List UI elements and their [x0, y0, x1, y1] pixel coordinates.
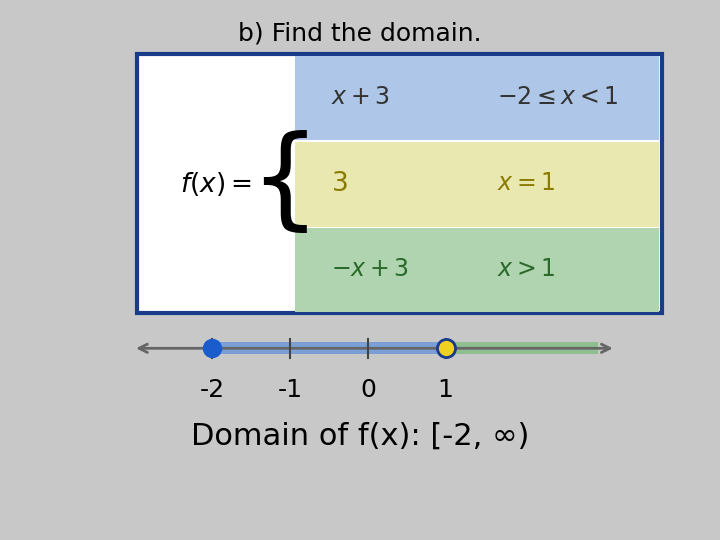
Bar — [212, 342, 446, 354]
Text: $-x + 3$: $-x + 3$ — [331, 259, 409, 281]
Text: -2: -2 — [200, 378, 225, 402]
Text: $-2 \leq x < 1$: $-2 \leq x < 1$ — [497, 86, 618, 109]
Text: b) Find the domain.: b) Find the domain. — [238, 22, 482, 45]
Bar — [446, 342, 598, 354]
Text: -1: -1 — [278, 378, 302, 402]
FancyBboxPatch shape — [137, 54, 662, 313]
Text: $x + 3$: $x + 3$ — [331, 86, 390, 109]
Text: $3$: $3$ — [331, 171, 348, 196]
Bar — [295, 228, 659, 312]
Text: 0: 0 — [360, 378, 376, 402]
Text: $x > 1$: $x > 1$ — [497, 259, 555, 281]
Text: 1: 1 — [438, 378, 454, 402]
Text: $x = 1$: $x = 1$ — [497, 172, 555, 195]
Text: $f(x) =$: $f(x) =$ — [180, 170, 252, 198]
Bar — [295, 142, 659, 227]
Bar — [295, 56, 659, 140]
Text: Domain of f(x): [-2, ∞): Domain of f(x): [-2, ∞) — [191, 421, 529, 450]
Text: {: { — [249, 130, 320, 237]
